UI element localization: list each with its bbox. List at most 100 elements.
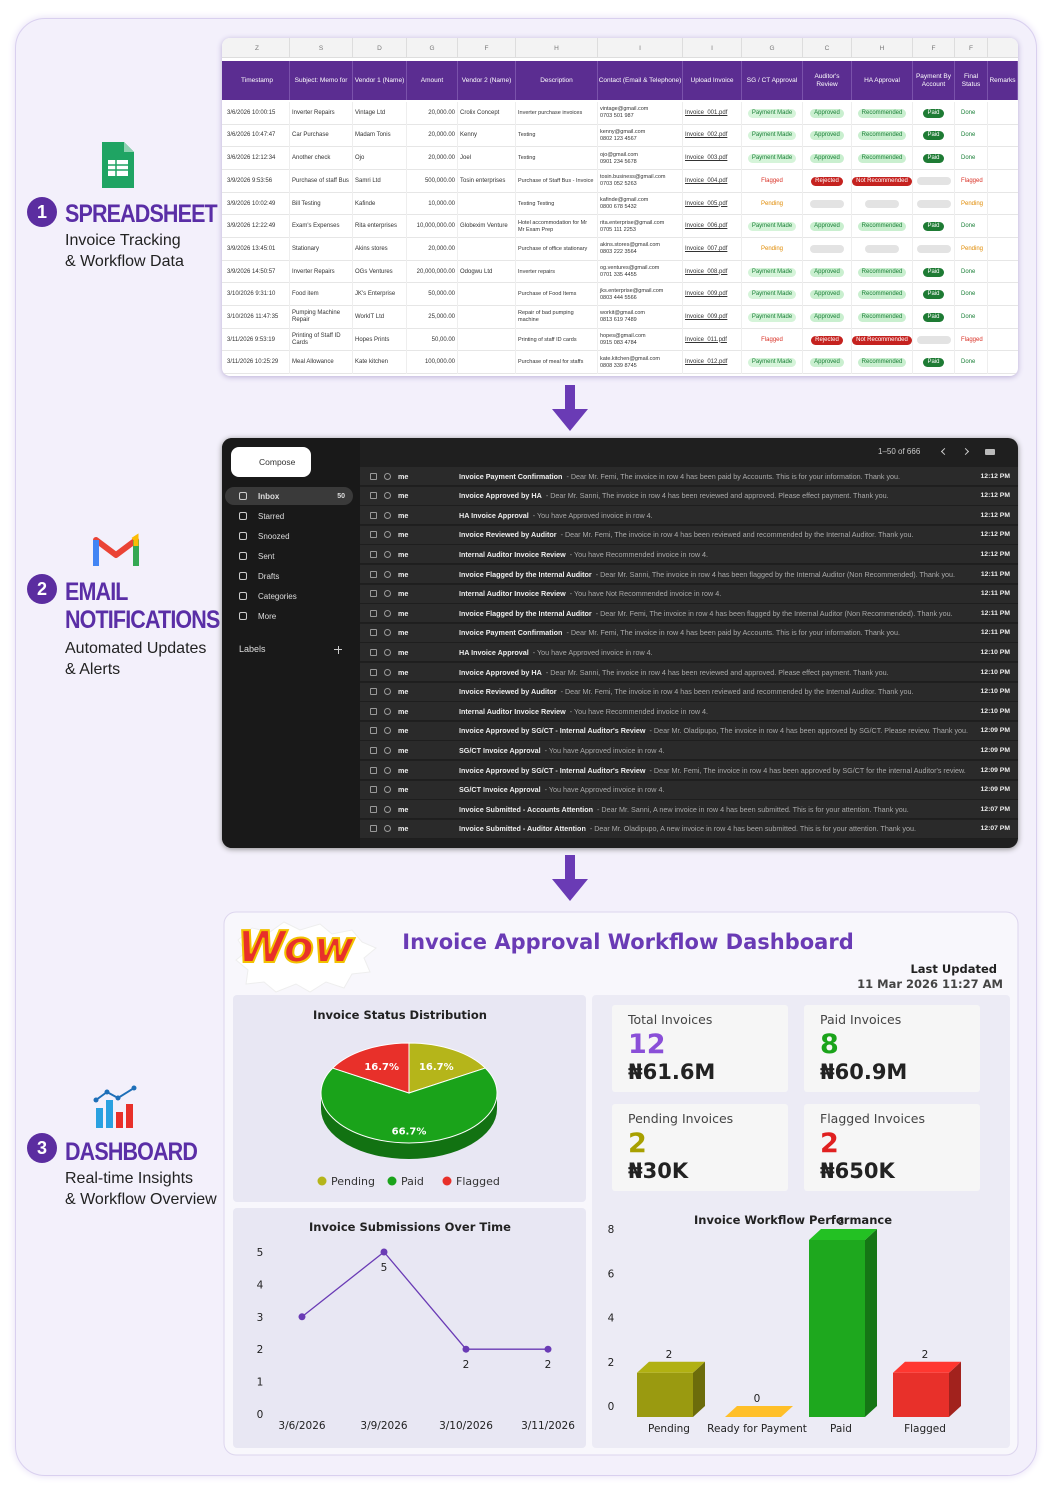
cell: Not Recommended	[852, 170, 913, 193]
slice-label: 66.7%	[392, 1127, 427, 1138]
cell	[803, 192, 852, 216]
message-row[interactable]: me Invoice Approved by SG/CT - Internal A…	[360, 721, 1018, 741]
column-letter: H	[852, 38, 913, 58]
status-chip: Payment Made	[747, 108, 797, 118]
message-row[interactable]: me SG/CT Invoice Approval - You have Appro…	[360, 780, 1018, 800]
cell	[458, 283, 516, 307]
status-chip: Payment Made	[747, 222, 797, 232]
snippet: - Dear Mr. Sanni, The invoice in row 4 h…	[545, 491, 889, 501]
column-header: HA Approval	[852, 61, 913, 100]
message-row[interactable]: me Internal Auditor Invoice Review - You h…	[360, 702, 1018, 722]
message-row[interactable]: me Invoice Flagged by the Internal Audito…	[360, 604, 1018, 624]
nav-item[interactable]: More	[225, 607, 353, 625]
legend-label: Paid	[401, 1175, 424, 1188]
cell: Food item	[290, 283, 353, 307]
time: 12:12 PM	[980, 511, 1010, 519]
nav-item[interactable]: Starred	[225, 507, 353, 525]
sender: me	[398, 608, 409, 618]
sender: me	[398, 804, 409, 814]
snippet: - Dear Mr. Sanni, The invoice in row 4 h…	[545, 667, 889, 677]
message-row[interactable]: me Invoice Approved by HA - Dear Mr. Sanni…	[360, 486, 1018, 506]
message-row[interactable]: me SG/CT Invoice Approval - You have Appro…	[360, 741, 1018, 761]
snippet: - Dear Mr. Oladipupo, The invoice in row…	[649, 726, 969, 736]
cell: Recommended	[852, 124, 913, 148]
cell: 50,000.00	[407, 283, 458, 307]
cell: Approved	[803, 102, 852, 125]
cell-text: 3/11/2026 9:53:19	[227, 336, 275, 343]
subject: Invoice Payment Confirmation	[459, 628, 563, 638]
status-chip: Paid	[923, 312, 944, 322]
column-header: Description	[516, 61, 598, 100]
cell: Inverter purchase invoices	[516, 102, 598, 125]
cell-text: Inverter repairs	[518, 268, 555, 275]
message-row[interactable]: me Internal Auditor Invoice Review - You h…	[360, 584, 1018, 604]
message-row[interactable]: me Internal Auditor Invoice Review - You h…	[360, 545, 1018, 565]
star	[384, 786, 391, 794]
message-row[interactable]: me Invoice Submitted - Auditor Attention -…	[360, 819, 1018, 839]
nav-item[interactable]: Categories	[225, 587, 353, 605]
snippet: - Dear Mr. Sanni, A new invoice in row 4…	[597, 804, 909, 814]
nav-item[interactable]: Drafts	[225, 567, 353, 585]
time: 12:09 PM	[980, 766, 1010, 774]
star	[384, 511, 391, 519]
time: 12:11 PM	[980, 570, 1010, 578]
cell-text: akins.stores@gmail.com 0803 222 3564	[600, 242, 660, 256]
chart-title: Invoice Workflow Performance	[694, 1213, 892, 1227]
message-row[interactable]: me Invoice Reviewed by Auditor - Dear Mr. …	[360, 682, 1018, 702]
compose-button[interactable]: Compose	[231, 447, 311, 477]
message-row[interactable]: me Invoice Approved by HA - Dear Mr. Sanni…	[360, 663, 1018, 682]
time: 12:10 PM	[980, 688, 1010, 696]
nav-label: Starred	[258, 511, 285, 521]
message-row[interactable]: me Invoice Payment Confirmation - Dear Mr.…	[360, 467, 1018, 486]
cell: Done	[955, 124, 988, 148]
message-row[interactable]: me Invoice Reviewed by Auditor - Dear Mr. …	[360, 525, 1018, 545]
x-tick-label: 3/6/2026	[278, 1420, 325, 1432]
y-tick-label: 2	[608, 1357, 615, 1369]
y-tick-label: 4	[608, 1313, 615, 1325]
cell-text: Testing Testing	[518, 200, 555, 207]
message-row[interactable]: me Invoice Flagged by the Internal Audito…	[360, 565, 1018, 584]
cell: Payment Made	[742, 351, 803, 375]
cell	[913, 238, 955, 261]
nav-item[interactable]: Snoozed	[225, 527, 353, 545]
data-label: 2	[666, 1349, 673, 1361]
nav-item[interactable]: Sent	[225, 547, 353, 565]
cell: Hopes Prints	[353, 328, 407, 352]
cell: Crolix Concept	[458, 102, 516, 125]
star	[384, 805, 391, 813]
header-bar	[222, 61, 1018, 100]
sender: me	[398, 765, 409, 775]
cell-text: Kate kitchen	[355, 359, 389, 366]
nav-count: 50	[337, 492, 345, 500]
status-chip: Approved	[810, 222, 844, 232]
sender: me	[398, 530, 409, 540]
nav-icon	[239, 612, 247, 620]
bar-front	[809, 1240, 865, 1417]
nav-item[interactable]: Inbox 50	[225, 487, 353, 505]
row-line	[222, 214, 1018, 216]
column-header: Amount	[407, 61, 458, 100]
message-row[interactable]: me HA Invoice Approval - You have Approved…	[360, 643, 1018, 663]
message-row[interactable]: me Invoice Payment Confirmation - Dear Mr.…	[360, 623, 1018, 643]
subject: HA Invoice Approval	[459, 510, 529, 520]
status-chip: Payment Made	[747, 154, 797, 164]
subject: Invoice Submitted - Accounts Attention	[459, 804, 594, 814]
column-letter: G	[407, 38, 458, 58]
message-body: HA Invoice Approval - You have Approved i…	[459, 648, 976, 657]
cell-text: ojo@gmail.com 0901 234 5678	[600, 151, 638, 165]
status-chip: Paid	[923, 154, 944, 164]
message-row[interactable]: me Invoice Approved by SG/CT - Internal A…	[360, 761, 1018, 780]
cell: Hotel accommodation for Mr Mr Exam Prep	[516, 215, 598, 238]
kpi-amount: ₦60.9M	[820, 1060, 907, 1084]
cell: 3/6/2026 10:47:47	[225, 124, 290, 148]
cell-text: Exam's Expenses	[292, 223, 340, 230]
cell: Purchase of office stationary	[516, 238, 598, 261]
message-row[interactable]: me HA Invoice Approval - You have Approved…	[360, 506, 1018, 526]
sender: me	[398, 687, 409, 697]
message-row[interactable]: me Invoice Submitted - Accounts Attention…	[360, 800, 1018, 820]
kpi-count: 2	[820, 1128, 839, 1159]
status-chip: Done	[961, 359, 976, 366]
checkbox	[370, 472, 377, 480]
y-tick-label: 5	[257, 1247, 264, 1259]
